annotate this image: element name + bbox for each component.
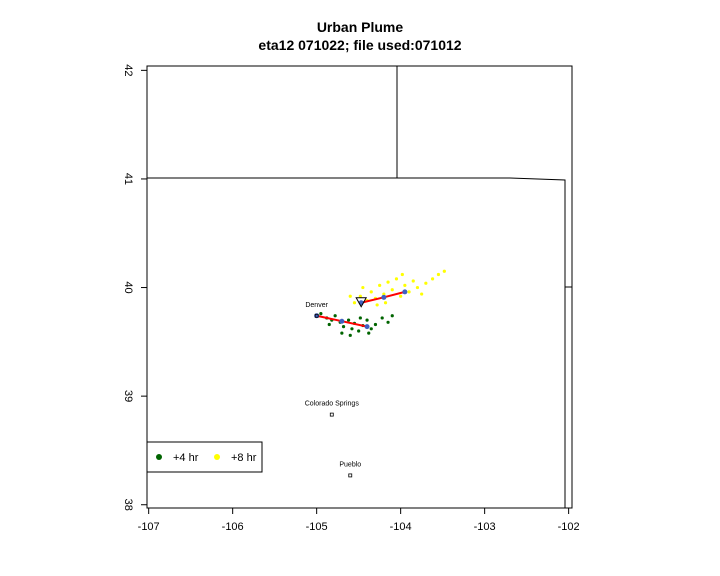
place-label: Pueblo bbox=[339, 461, 361, 468]
plume-particle bbox=[346, 318, 351, 322]
plume-particle bbox=[319, 312, 323, 316]
trajectory-point bbox=[381, 294, 387, 300]
plume-particle bbox=[327, 322, 331, 327]
legend-box bbox=[146, 441, 263, 473]
plume-particle bbox=[375, 303, 379, 307]
plume-particle bbox=[358, 294, 362, 298]
trajectory-point bbox=[364, 324, 370, 330]
place-marker bbox=[314, 313, 319, 318]
plume-particle bbox=[383, 301, 388, 305]
place-marker bbox=[348, 473, 353, 478]
plume-particle bbox=[411, 279, 415, 283]
legend-swatch bbox=[214, 454, 220, 460]
plume-particle bbox=[341, 325, 346, 329]
plume-particle bbox=[352, 301, 357, 305]
plume-particle bbox=[399, 294, 403, 298]
plume-particle bbox=[400, 272, 404, 277]
legend-label: +8 hr bbox=[231, 452, 257, 464]
plume-particle bbox=[390, 288, 394, 292]
y-tick-label: 42 bbox=[122, 64, 134, 76]
plume-particle bbox=[394, 277, 399, 281]
plume-particle bbox=[424, 281, 428, 285]
place-label: Colorado Springs bbox=[305, 401, 360, 408]
y-tick-label: 40 bbox=[122, 281, 134, 293]
plume-particle bbox=[361, 285, 365, 290]
x-tick-label: -103 bbox=[474, 521, 496, 533]
legend-label: +4 hr bbox=[173, 452, 199, 464]
plume-particle bbox=[403, 283, 407, 287]
plume-particle bbox=[357, 329, 361, 333]
plume-particle bbox=[436, 272, 441, 277]
plume-particle bbox=[369, 327, 373, 331]
plume-particle bbox=[350, 327, 354, 331]
plume-particle bbox=[369, 290, 373, 294]
x-tick-label: -107 bbox=[138, 521, 160, 533]
plume-particle bbox=[333, 314, 337, 318]
plume-particle bbox=[420, 292, 424, 296]
source-marker bbox=[355, 297, 368, 308]
plume-particle bbox=[365, 318, 369, 322]
legend-swatch bbox=[156, 454, 162, 460]
x-tick-label: -106 bbox=[222, 521, 244, 533]
plume-particle bbox=[386, 280, 390, 284]
plume-particle bbox=[373, 322, 378, 327]
plume-particle bbox=[386, 320, 390, 324]
plume-particle bbox=[382, 292, 386, 296]
plume-particle bbox=[358, 316, 362, 320]
plume-particle bbox=[430, 277, 435, 281]
place-marker bbox=[329, 412, 334, 417]
y-tick-label: 41 bbox=[122, 173, 134, 185]
plume-particle bbox=[415, 285, 420, 290]
plume-particle bbox=[340, 331, 344, 335]
plume-particle bbox=[380, 316, 384, 320]
x-tick-label: -105 bbox=[306, 521, 328, 533]
x-tick-label: -104 bbox=[390, 521, 412, 533]
plume-particle bbox=[367, 331, 371, 335]
trajectory-point bbox=[339, 318, 345, 324]
chart-subtitle: eta12 071022; file used:071012 bbox=[258, 37, 461, 53]
y-tick-label: 39 bbox=[122, 390, 134, 402]
plume-particle bbox=[348, 294, 352, 298]
plume-particle bbox=[442, 269, 446, 273]
plume-particle bbox=[378, 283, 382, 287]
state-boundaries bbox=[147, 66, 572, 508]
x-tick-label: -102 bbox=[558, 521, 580, 533]
plume-particle bbox=[390, 314, 394, 318]
plume-particle bbox=[348, 333, 352, 337]
trajectory-point bbox=[402, 289, 408, 295]
place-label: Denver bbox=[305, 302, 328, 309]
y-tick-label: 38 bbox=[122, 499, 134, 511]
plume-particle bbox=[407, 290, 411, 294]
chart-title: Urban Plume bbox=[317, 19, 404, 35]
